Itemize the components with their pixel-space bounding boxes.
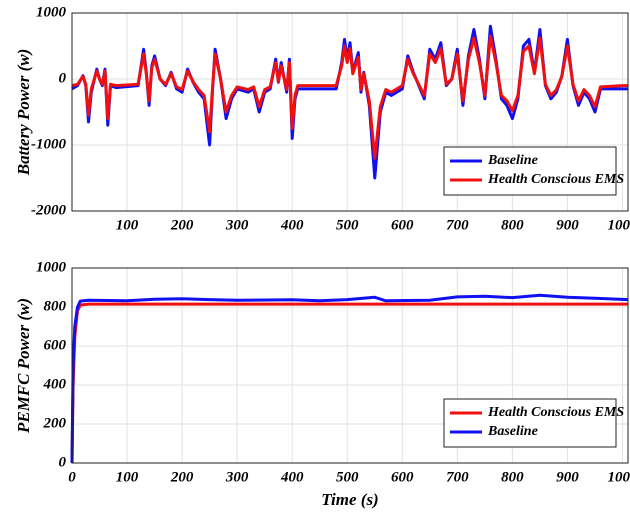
axes-frame [71, 12, 629, 212]
legend-label: Health Conscious EMS [487, 405, 624, 420]
axes-frame [71, 267, 629, 464]
legend-label: Baseline [487, 153, 538, 168]
x-tick-label: 800 [501, 469, 524, 485]
x-tick-label: 300 [225, 217, 249, 233]
x-tick-label: 1000 [607, 217, 630, 233]
x-tick-label: 600 [391, 217, 414, 233]
x-tick-label: 700 [446, 469, 469, 485]
y-tick-label: 800 [44, 298, 67, 314]
x-tick-label: 500 [336, 217, 359, 233]
x-tick-label: 300 [225, 469, 249, 485]
legend-box [443, 398, 617, 448]
x-tick-label: 100 [116, 217, 139, 233]
y-tick-label: 1000 [36, 259, 67, 275]
x-tick-label: 200 [170, 469, 194, 485]
x-axis-title: Time (s) [321, 490, 378, 509]
data-line [71, 34, 628, 160]
x-tick-label: 400 [280, 469, 304, 485]
x-tick-label: 500 [336, 469, 359, 485]
x-tick-label: 600 [391, 469, 414, 485]
y-tick-label: 1000 [36, 4, 67, 20]
y-tick-label: 0 [59, 70, 67, 86]
y-axis-title: PEMFC Power (w) [14, 298, 33, 434]
x-tick-label: 900 [556, 217, 579, 233]
x-tick-label: 400 [280, 217, 304, 233]
y-tick-label: -1000 [31, 136, 66, 152]
data-line [70, 302, 628, 464]
x-tick-label: 0 [68, 469, 76, 485]
legend-label: Health Conscious EMS [487, 172, 624, 187]
x-tick-label: 1000 [607, 469, 630, 485]
y-axis-title: Battery Power (w) [14, 49, 33, 177]
x-tick-label: 200 [170, 217, 194, 233]
x-tick-label: 700 [446, 217, 469, 233]
legend-box [443, 146, 617, 196]
y-tick-label: 0 [59, 454, 67, 470]
x-tick-label: 800 [501, 217, 524, 233]
x-tick-label: 900 [556, 469, 579, 485]
x-tick-label: 100 [116, 469, 139, 485]
y-tick-label: 400 [43, 376, 67, 392]
y-tick-label: -2000 [31, 202, 66, 218]
data-line [70, 293, 629, 464]
y-tick-label: 600 [44, 337, 67, 353]
legend-label: Baseline [487, 424, 538, 439]
y-tick-label: 200 [43, 415, 67, 431]
